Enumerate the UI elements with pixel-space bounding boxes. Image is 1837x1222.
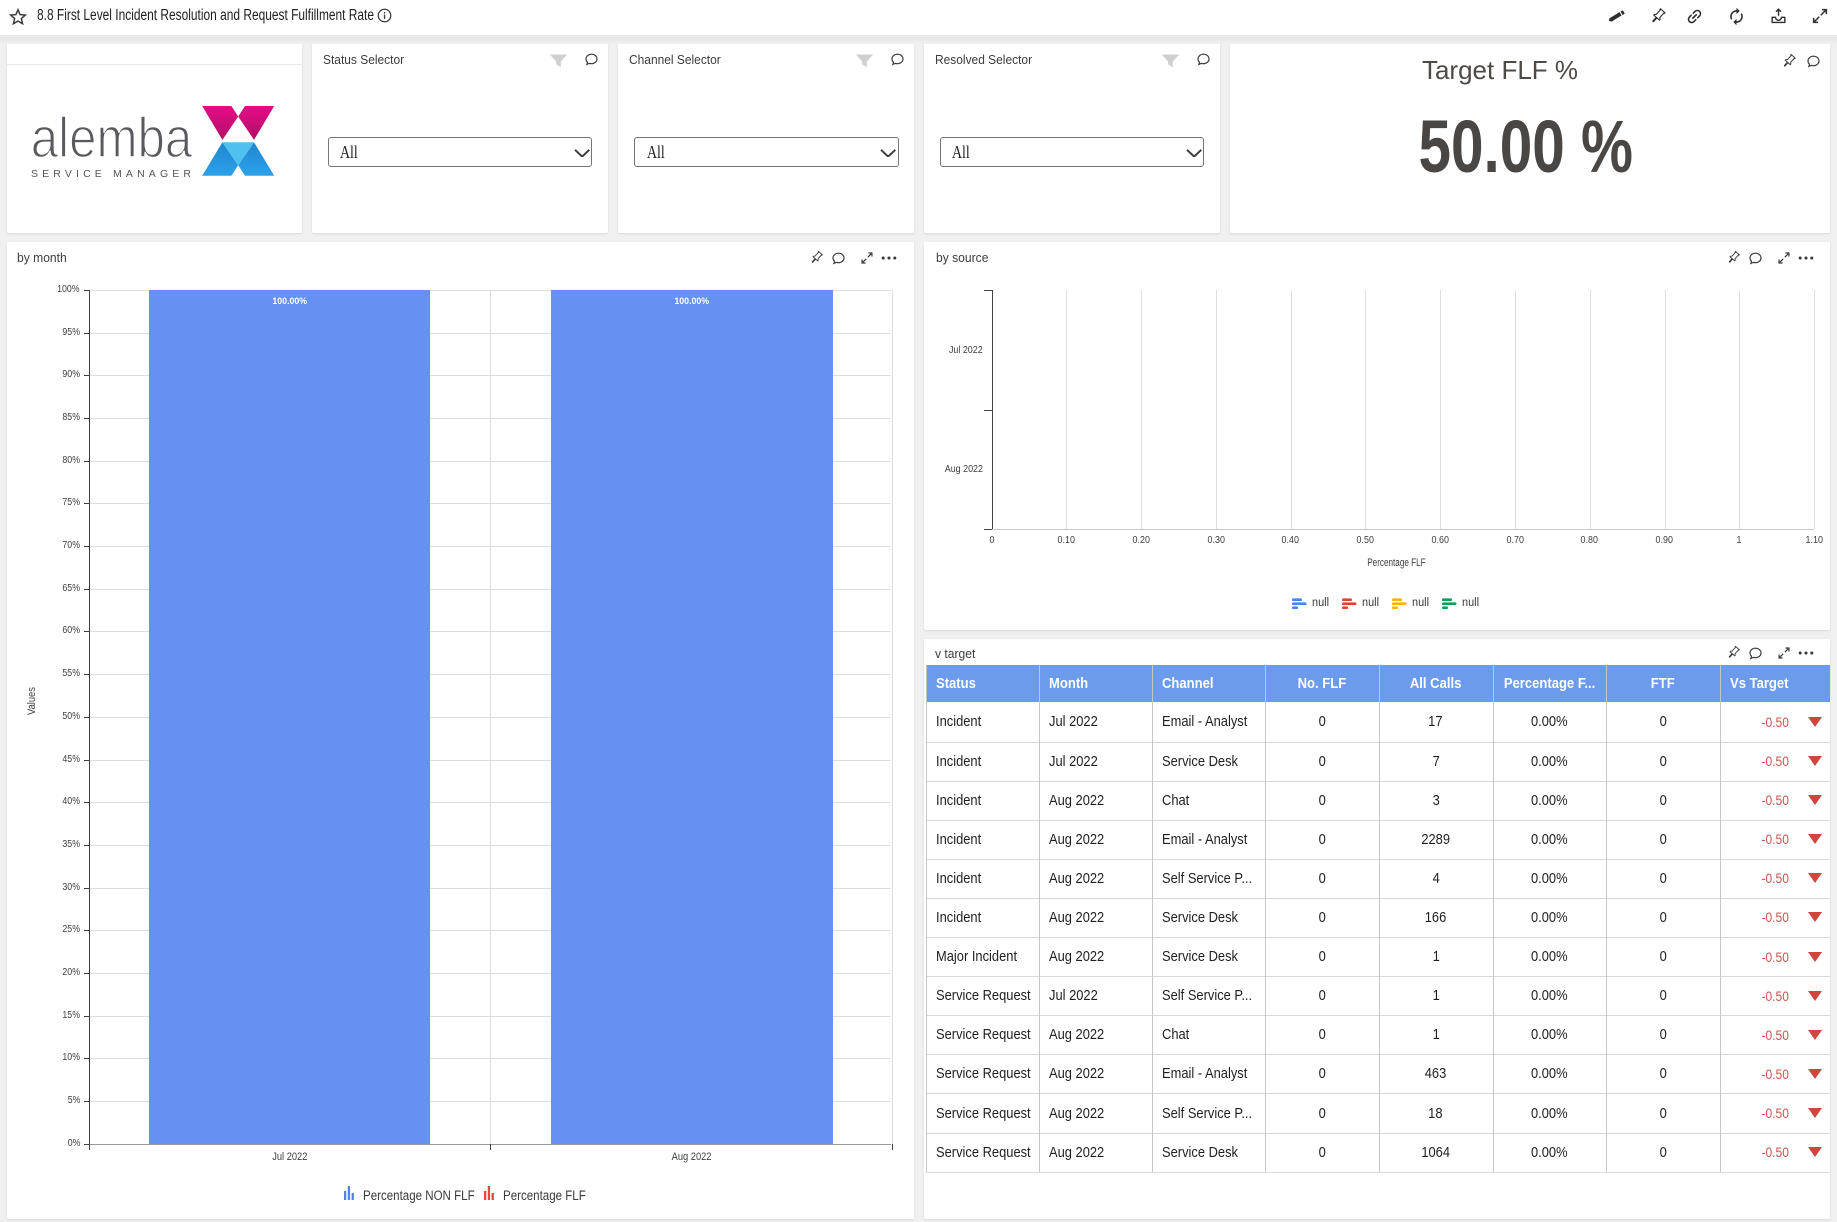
svg-text:alemba: alemba [31, 107, 193, 170]
svg-text:SERVICE MANAGER: SERVICE MANAGER [31, 168, 195, 180]
